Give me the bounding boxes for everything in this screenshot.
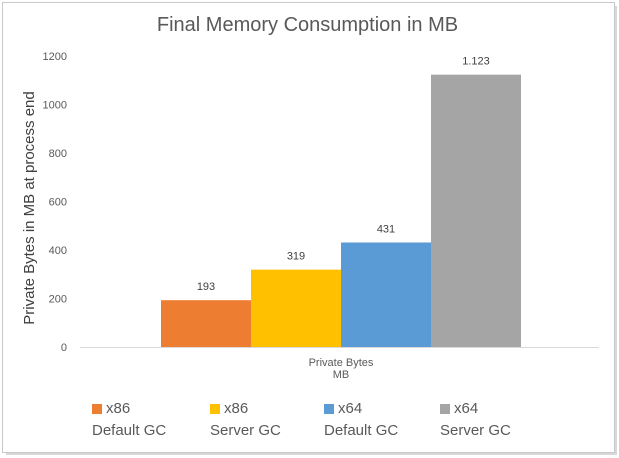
data-label: 193 (197, 281, 215, 293)
y-tick-label: 200 (49, 294, 67, 306)
legend-label-line: x86 (106, 400, 131, 417)
chart-title: Final Memory Consumption in MB (156, 14, 459, 36)
data-label: 1.123 (462, 56, 490, 68)
bar (341, 242, 431, 347)
bar (431, 74, 521, 348)
legend: x86 Default GC x86 Server GC x64 Default GC x6… (0, 398, 615, 444)
y-tick-label: 1000 (43, 100, 67, 112)
legend-label-line: Server GC (440, 422, 511, 439)
y-tick-label: 400 (49, 245, 67, 257)
legend-label: x64 Server GC (440, 398, 511, 442)
data-label: 319 (287, 251, 305, 263)
bar (251, 269, 341, 347)
legend-swatch (324, 404, 334, 414)
legend-label-line: x86 (224, 400, 249, 417)
legend-label: x86 Default GC (92, 398, 166, 442)
legend-swatch (210, 404, 220, 414)
y-tick-label: 0 (61, 342, 67, 354)
legend-label-line: x64 (454, 400, 479, 417)
legend-label-line: Default GC (324, 422, 399, 439)
x-tick-label: MB (333, 369, 350, 381)
legend-label-line: Server GC (210, 422, 281, 439)
legend-label: x64 Default GC (324, 398, 398, 442)
y-tick-label: 1200 (43, 51, 67, 63)
x-tick-label: Private Bytes (309, 357, 374, 369)
legend-label-line: x64 (338, 400, 363, 417)
data-label: 431 (377, 223, 395, 235)
legend-label-line: Default GC (92, 422, 167, 439)
legend-label: x86 Server GC (210, 398, 281, 442)
y-tick-label: 600 (49, 197, 67, 209)
legend-swatch (440, 404, 450, 414)
bar (161, 300, 251, 347)
legend-swatch (92, 404, 102, 414)
y-tick-label: 800 (49, 148, 67, 160)
